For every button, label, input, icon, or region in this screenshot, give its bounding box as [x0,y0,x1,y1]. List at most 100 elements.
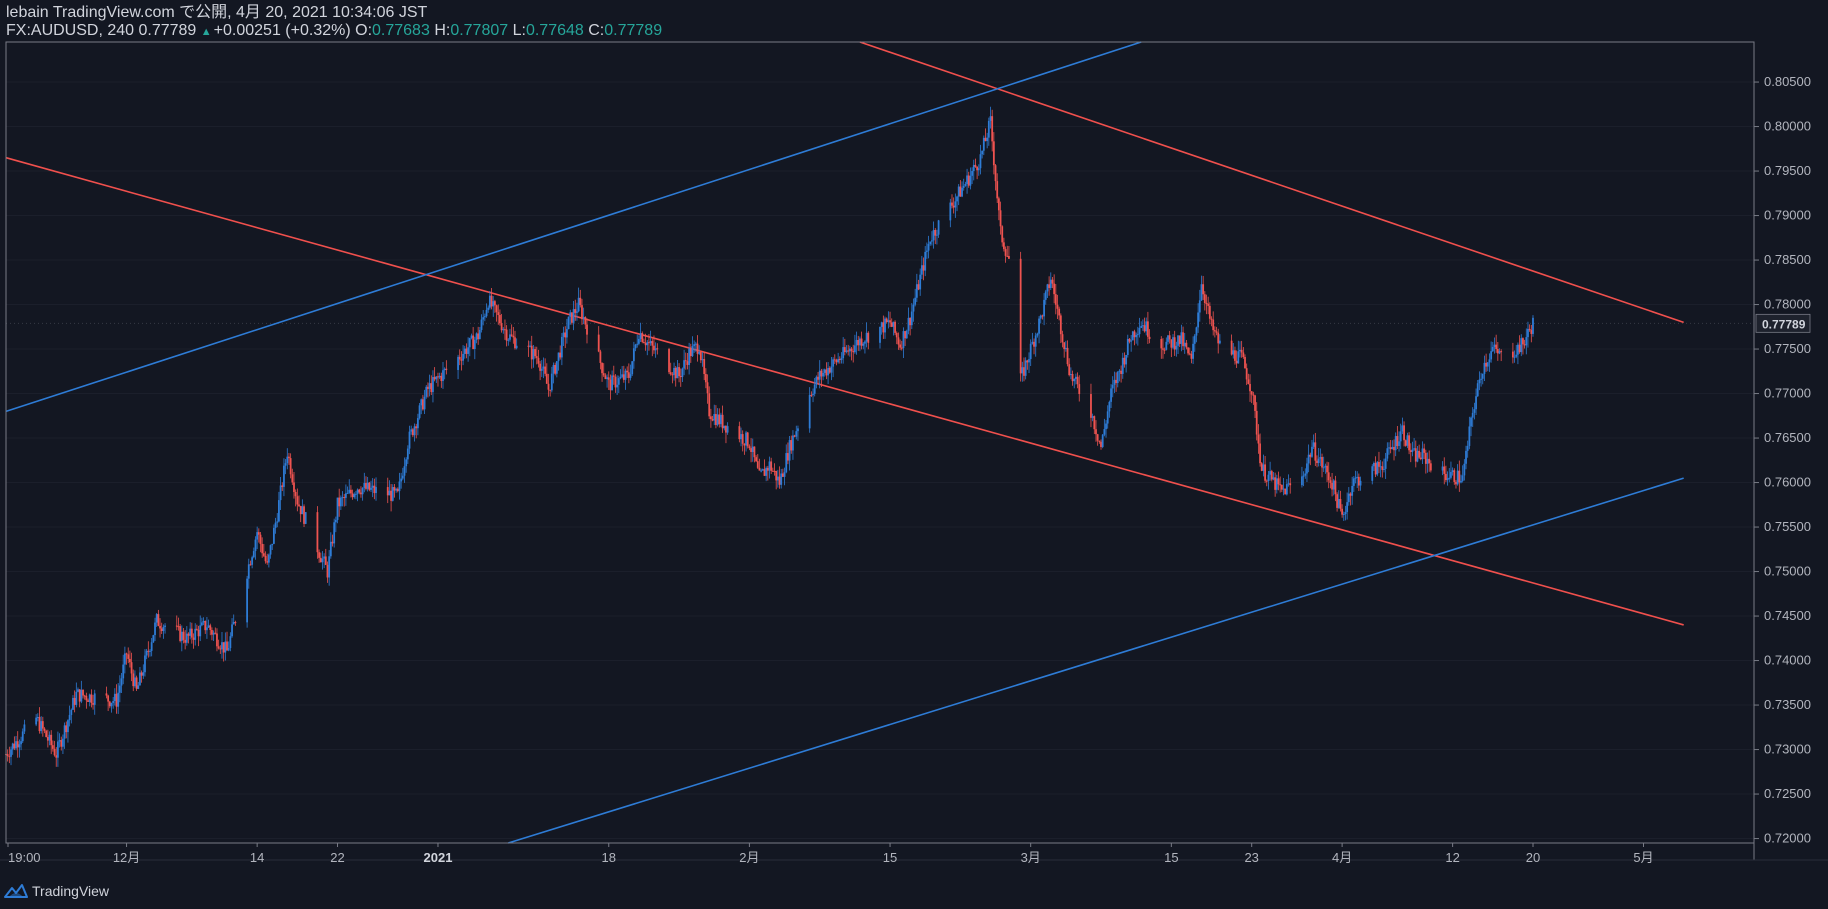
down-candle [499,309,501,326]
candle-body [1478,379,1481,384]
down-candle [793,434,796,438]
down-candle [1056,294,1059,319]
y-tick-label: 0.80500 [1764,74,1811,89]
candle-body [1344,512,1347,514]
down-candle [87,698,89,703]
up-candle [812,388,814,403]
candle-body [1182,332,1184,347]
up-candle [1456,464,1459,486]
down-candle [65,721,68,739]
up-candle [1468,416,1471,450]
down-candle [1235,350,1238,368]
tradingview-footer[interactable]: TradingView [4,880,109,902]
candle-body [936,234,938,236]
down-candle [1443,457,1446,485]
candle-body [77,689,79,692]
candle-body [246,578,249,623]
up-candle [247,558,250,589]
candle-body [465,348,468,354]
candle-body [1443,466,1446,474]
candle-body [704,373,707,383]
candle-body [460,359,463,361]
x-tick-label: 22 [330,850,344,865]
up-candle [142,664,145,679]
up-candle [1383,458,1385,473]
up-candle [989,106,992,129]
candle-body [758,467,761,471]
candle-body [611,375,614,391]
down-candle [303,504,305,528]
candle-body [204,620,207,631]
up-candle [77,687,79,693]
down-candle [974,158,977,168]
up-candle [180,625,183,652]
down-candle [472,327,475,350]
up-candle [795,425,798,440]
candle-body [200,622,203,626]
candle-body [437,376,439,378]
candle-body [756,461,759,468]
candle-body [144,655,146,673]
up-candle [1373,461,1375,471]
candle-body [720,414,722,425]
candle-body [1416,450,1419,462]
candle-body [82,689,84,696]
candle-body [41,721,44,729]
candle-body [1378,461,1380,467]
down-candle [996,173,999,203]
candle-body [70,709,73,715]
candle-body [634,344,637,349]
down-candle [1120,365,1123,383]
candle-body [785,453,788,473]
up-candle [555,361,558,378]
candle-body [929,241,932,245]
candle-body [646,342,649,346]
down-candle [1068,358,1071,377]
candle-body [974,164,977,167]
candle-body [1428,458,1431,464]
candle-body [192,637,195,640]
candle-body [179,626,182,641]
down-candle [129,650,131,668]
up-candle [509,328,511,342]
candle-body [1021,367,1024,374]
candle-body [1386,448,1389,459]
candle-body [416,418,419,429]
down-candle [393,484,396,498]
down-candle [195,624,198,631]
candle-body [68,714,71,721]
footer-brand: TradingView [32,883,110,899]
candle-body [850,348,853,352]
down-candle [559,345,562,360]
up-candle [1398,431,1400,452]
candle-body [1275,478,1278,490]
candle-body [435,376,438,380]
candle-body [636,343,639,345]
candle-body [1004,249,1007,256]
candle-body [1145,321,1148,332]
up-candle [473,336,476,360]
candle-body [123,653,126,665]
candle-body [155,614,158,623]
down-candle [415,423,418,439]
down-candle [184,630,187,650]
down-candle [833,354,836,365]
candle-body [160,628,163,632]
up-candle [1376,460,1379,477]
up-candle [134,670,136,688]
up-candle [981,150,984,159]
down-candle [298,495,300,507]
down-candle [179,623,182,643]
candle-body [1148,336,1151,340]
candle-body [571,312,573,323]
up-candle [1421,441,1424,465]
candle-body [515,345,518,349]
candle-body [919,274,922,290]
candle-body [962,185,965,188]
candle-body [627,372,630,378]
down-candle [1210,316,1213,327]
up-candle [72,695,74,711]
down-candle [197,625,200,647]
candle-body [1046,284,1049,292]
